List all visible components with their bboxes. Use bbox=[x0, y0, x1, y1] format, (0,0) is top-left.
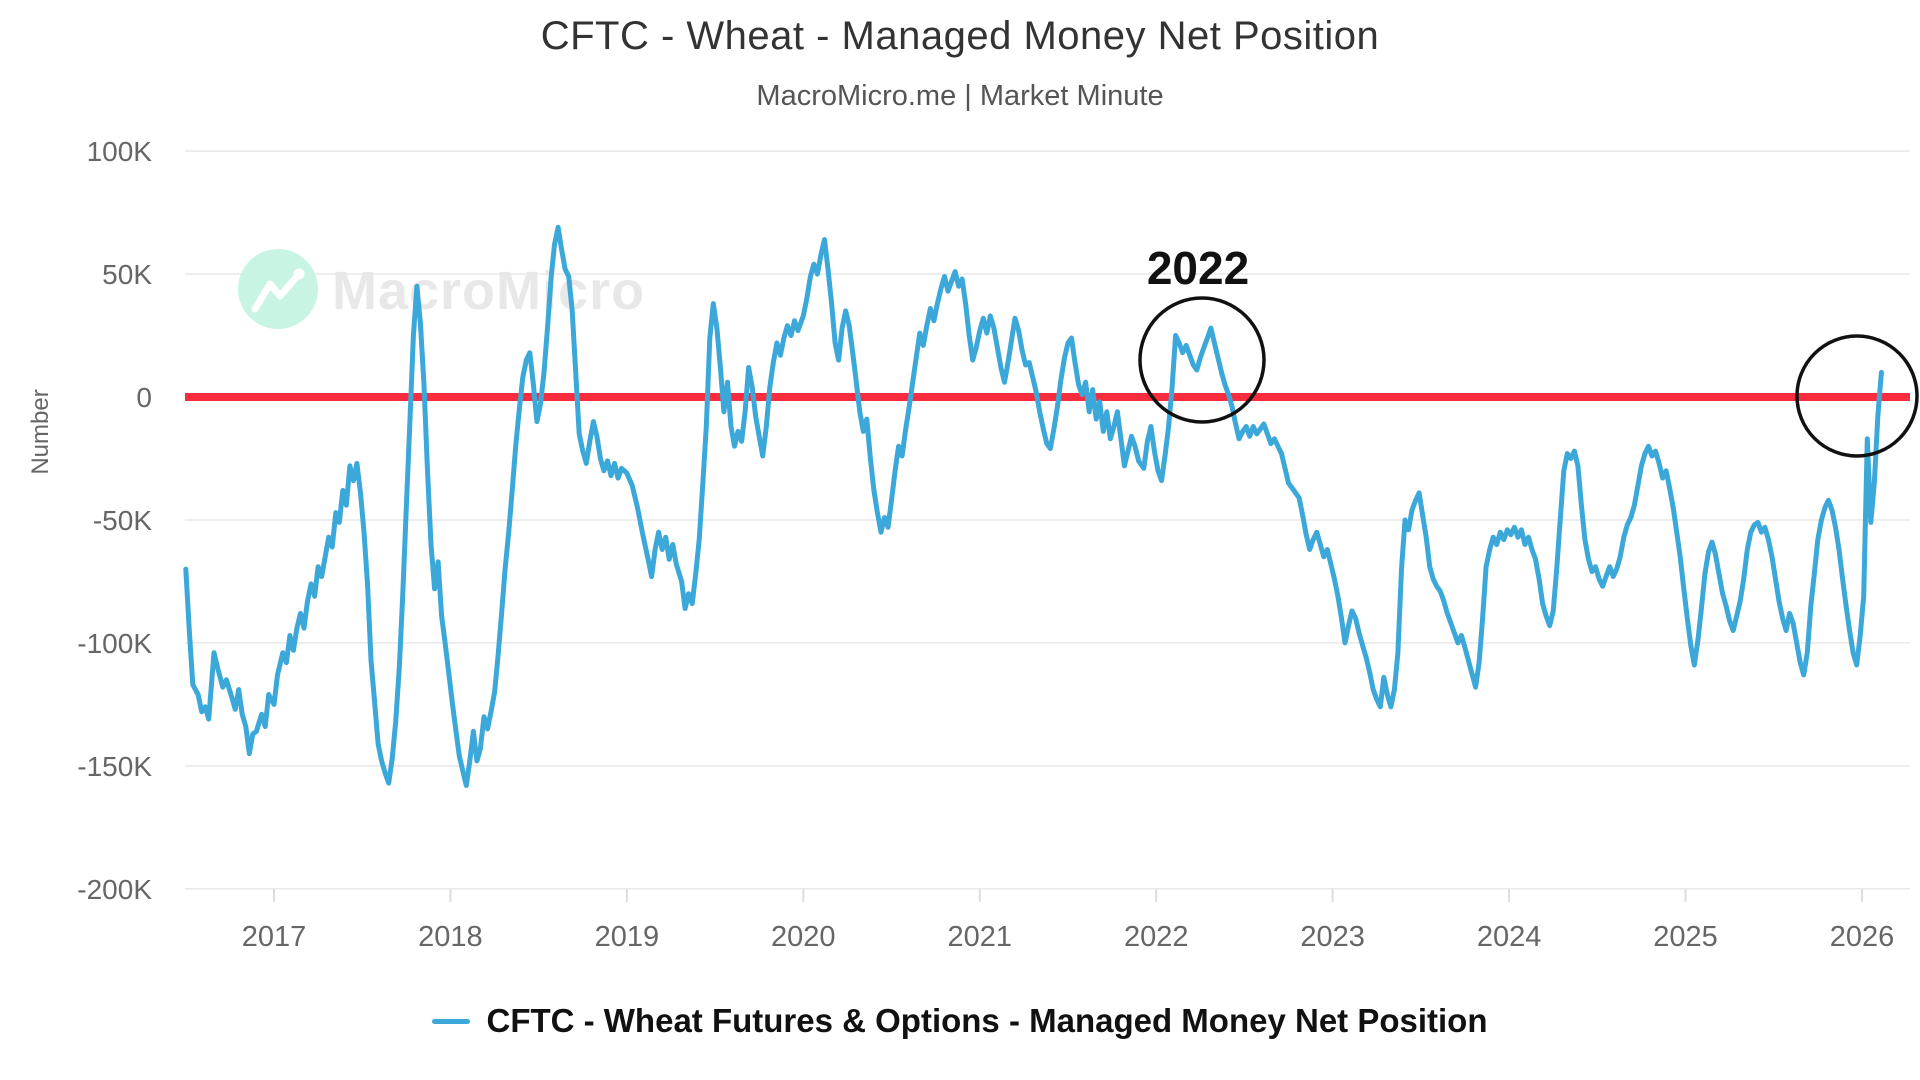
x-axis-tick-label: 2020 bbox=[771, 921, 836, 953]
legend-label: CFTC - Wheat Futures & Options - Managed… bbox=[486, 1002, 1488, 1039]
x-axis-tick-label: 2019 bbox=[595, 921, 660, 953]
watermark-logo-zigzag bbox=[251, 270, 303, 313]
y-axis-tick-label: -150K bbox=[77, 751, 152, 782]
x-axis-tick-label: 2025 bbox=[1653, 921, 1718, 953]
watermark-logo-dot bbox=[293, 268, 305, 280]
x-axis: 2017 2018 2019 2020 2021 2022 2023 2024 2025 2026 bbox=[242, 889, 1894, 953]
y-axis: 100K 50K 0 -50K -100K -150K -200K bbox=[77, 136, 152, 905]
legend-swatch bbox=[432, 1018, 471, 1024]
x-axis-tick-label: 2026 bbox=[1830, 921, 1895, 953]
chart-subtitle: MacroMicro.me | Market Minute bbox=[756, 80, 1164, 112]
y-axis-title: Number bbox=[27, 389, 54, 474]
y-axis-tick-label: -200K bbox=[77, 874, 152, 905]
x-axis-tick-label: 2017 bbox=[242, 921, 307, 953]
annotation-circle-latest bbox=[1795, 334, 1919, 458]
watermark: MacroMicro bbox=[238, 249, 645, 329]
legend[interactable]: CFTC - Wheat Futures & Options - Managed… bbox=[0, 1002, 1920, 1040]
annotation-2022-label: 2022 bbox=[1147, 242, 1249, 294]
y-axis-tick-label: 50K bbox=[102, 259, 152, 290]
x-axis-tick-label: 2018 bbox=[418, 921, 483, 953]
y-axis-tick-label: -100K bbox=[77, 628, 152, 659]
x-axis-tick-label: 2023 bbox=[1300, 921, 1365, 953]
data-line[interactable] bbox=[183, 224, 1884, 788]
chart-title: CFTC - Wheat - Managed Money Net Positio… bbox=[540, 14, 1380, 58]
y-axis-tick-label: 0 bbox=[136, 382, 152, 413]
x-axis-tick-label: 2024 bbox=[1477, 921, 1542, 953]
x-axis-tick-label: 2022 bbox=[1124, 921, 1189, 953]
x-axis-tick-label: 2021 bbox=[948, 921, 1013, 953]
annotation-circle-2022 bbox=[1138, 296, 1266, 424]
watermark-text: MacroMicro bbox=[332, 261, 645, 321]
y-axis-tick-label: -50K bbox=[93, 505, 152, 536]
y-axis-tick-label: 100K bbox=[87, 136, 153, 167]
